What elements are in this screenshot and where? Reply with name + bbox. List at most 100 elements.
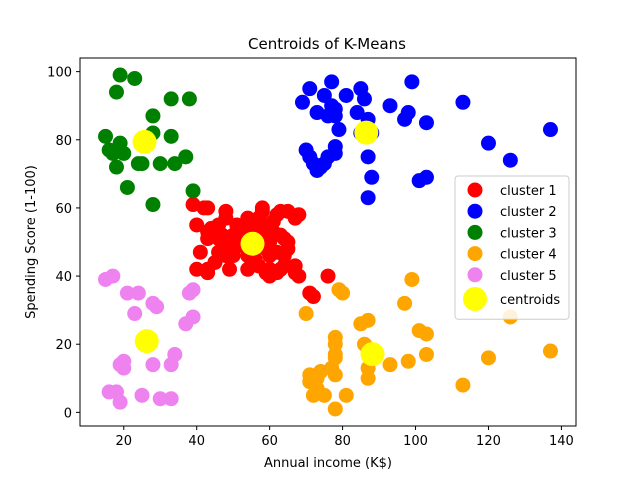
data-point (200, 200, 216, 216)
x-tick-label: 100 (403, 434, 428, 449)
series-1 (185, 197, 336, 305)
data-point (130, 285, 146, 301)
data-point (335, 285, 351, 301)
data-point (163, 391, 179, 407)
data-point (167, 346, 183, 362)
data-point (167, 156, 183, 172)
data-point (116, 360, 132, 376)
data-point (360, 312, 376, 328)
centroids-series (132, 120, 385, 367)
legend-label: cluster 5 (500, 269, 557, 284)
data-point (382, 357, 398, 373)
data-point (218, 203, 234, 219)
data-point (302, 81, 318, 97)
data-point (185, 309, 201, 325)
data-point (119, 179, 135, 195)
data-point (240, 210, 256, 226)
data-point (185, 183, 201, 199)
data-point (327, 101, 343, 117)
data-point (298, 306, 314, 322)
data-point (364, 169, 380, 185)
x-tick-label: 120 (476, 434, 501, 449)
y-tick-label: 80 (55, 134, 72, 149)
data-point (280, 241, 296, 257)
x-tick-label: 40 (188, 434, 205, 449)
data-point (119, 285, 135, 301)
data-point (327, 367, 343, 383)
data-point (360, 149, 376, 165)
data-point (98, 128, 114, 144)
data-point (200, 265, 216, 281)
data-point (400, 353, 416, 369)
data-point (298, 142, 314, 158)
data-point (327, 329, 343, 345)
data-point (418, 169, 434, 185)
data-point (134, 156, 150, 172)
data-point (189, 217, 205, 233)
data-point (542, 343, 558, 359)
data-point (149, 299, 165, 315)
legend-box (454, 175, 570, 320)
data-point (105, 145, 121, 161)
data-point (324, 74, 340, 90)
data-point (455, 377, 471, 393)
y-tick-label: 20 (55, 338, 72, 353)
data-point (112, 67, 128, 83)
data-point (108, 84, 124, 100)
data-point (229, 217, 245, 233)
legend-label: centroids (500, 293, 560, 308)
data-point (145, 197, 161, 213)
y-tick-label: 100 (47, 66, 72, 81)
data-point (181, 91, 197, 107)
data-point (418, 346, 434, 362)
data-point (192, 244, 208, 260)
data-point (294, 94, 310, 110)
data-point (276, 258, 292, 274)
data-point (152, 391, 168, 407)
data-point (291, 207, 307, 223)
axis-layer: 20 40 60 80 100 120 140 0 20 40 60 80 100 (47, 66, 574, 449)
data-point (331, 122, 347, 138)
data-point (127, 70, 143, 86)
y-tick-label: 0 (64, 406, 72, 421)
data-point (262, 248, 278, 264)
data-point (360, 190, 376, 206)
data-point (145, 357, 161, 373)
data-point (480, 350, 496, 366)
centroid-point (354, 120, 379, 145)
legend: cluster 1 cluster 2 cluster 3 cluster 4 clus… (454, 175, 570, 320)
x-tick-label: 140 (549, 434, 574, 449)
data-point (455, 94, 471, 110)
y-axis-title: Spending Score (1-100) (24, 165, 39, 319)
data-point (112, 394, 128, 410)
data-point (134, 387, 150, 403)
data-point (178, 149, 194, 165)
data-point (116, 145, 132, 161)
legend-marker (467, 224, 483, 240)
data-point (502, 152, 518, 168)
series-5 (98, 268, 201, 410)
data-point (327, 145, 343, 161)
data-point (382, 98, 398, 114)
legend-label: cluster 2 (500, 205, 557, 220)
data-point (404, 271, 420, 287)
data-point (400, 105, 416, 121)
legend-label: cluster 3 (500, 226, 557, 241)
data-point (291, 268, 307, 284)
data-point (338, 87, 354, 103)
legend-label: cluster 4 (500, 248, 557, 263)
data-point (152, 156, 168, 172)
legend-marker (463, 287, 487, 311)
centroid-point (240, 231, 265, 256)
data-point (360, 370, 376, 386)
data-point (404, 74, 420, 90)
data-point (305, 289, 321, 305)
data-point (222, 261, 238, 277)
data-point (163, 128, 179, 144)
data-point (418, 326, 434, 342)
data-point (356, 91, 372, 107)
legend-label: cluster 1 (500, 184, 557, 199)
x-tick-label: 80 (334, 434, 351, 449)
data-point (225, 248, 241, 264)
